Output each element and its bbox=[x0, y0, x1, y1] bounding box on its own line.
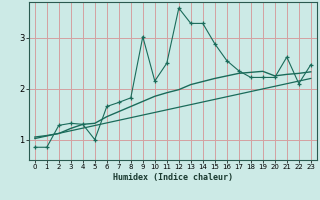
X-axis label: Humidex (Indice chaleur): Humidex (Indice chaleur) bbox=[113, 173, 233, 182]
